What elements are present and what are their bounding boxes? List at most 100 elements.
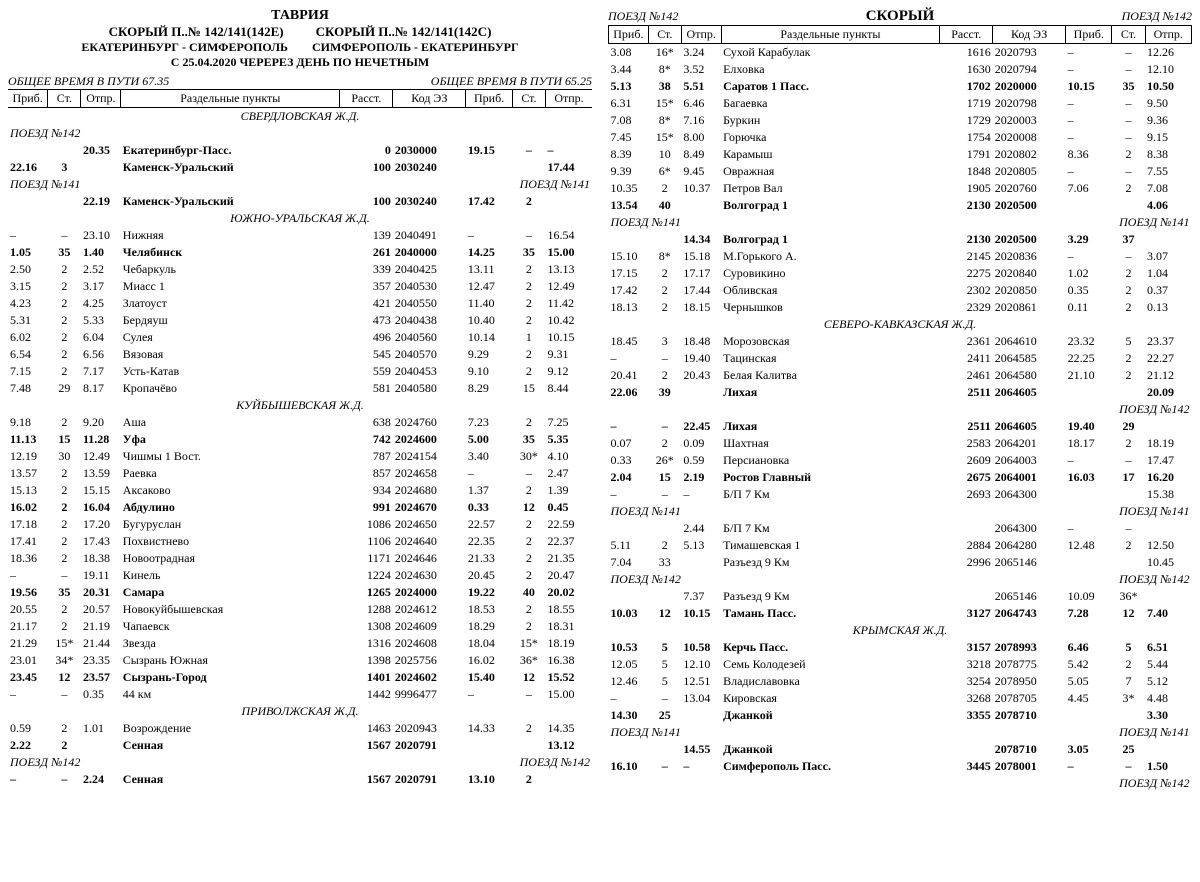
cell-rast: 742: [340, 431, 393, 448]
schedule-row: 3.448*3.52Елховка16302020794––12.10: [609, 61, 1192, 78]
cell-otpr: [681, 197, 721, 214]
schedule-row: –––Б/П 7 Км2693206430015.38: [609, 486, 1192, 503]
col-prib2: Приб.: [466, 90, 512, 108]
schedule-period: С 25.04.2020 ЧЕРЕРЕЗ ДЕНЬ ПО НЕЧЕТНЫМ: [8, 55, 592, 70]
train-label-right: ПОЕЗД №142: [1066, 775, 1192, 792]
cell-st2: [512, 159, 545, 176]
cell-st: –: [648, 690, 681, 707]
col-rast: Расст.: [940, 26, 993, 44]
cell-prib: 9.18: [8, 414, 48, 431]
col-st: Ст.: [48, 90, 81, 108]
col-code: Код ЭЗ: [993, 26, 1066, 44]
cell-name: Персиановка: [721, 452, 940, 469]
right-header-center: СКОРЫЙ: [866, 8, 935, 25]
cell-st2: –: [512, 227, 545, 244]
schedule-row: 0.3326*0.59Персиановка26092064003––17.47: [609, 452, 1192, 469]
cell-code: 2040425: [393, 261, 466, 278]
cell-st2: –: [1112, 95, 1145, 112]
cell-code: 2030240: [393, 193, 466, 210]
cell-otpr: 2.24: [81, 771, 121, 788]
train-number-row: ПОЕЗД №142: [609, 775, 1192, 792]
cell-otpr2: 9.50: [1145, 95, 1191, 112]
cell-prib2: –: [466, 227, 512, 244]
cell-otpr2: 4.06: [1145, 197, 1191, 214]
cell-otpr2: 22.59: [546, 516, 593, 533]
cell-otpr2: 11.42: [546, 295, 593, 312]
cell-code: 2024000: [393, 584, 466, 601]
cell-prib: 20.55: [8, 601, 48, 618]
cell-name: 44 км: [121, 686, 340, 703]
cell-name: Буркин: [721, 112, 940, 129]
cell-otpr: 17.43: [81, 533, 121, 550]
train-label-right: ПОЕЗД №142: [466, 754, 592, 771]
cell-otpr2: 8.38: [1145, 146, 1191, 163]
cell-otpr: 10.15: [681, 605, 721, 622]
cell-rast: 421: [340, 295, 393, 312]
cell-st: 38: [648, 78, 681, 95]
cell-rast: 1442: [340, 686, 393, 703]
train-label-right: ПОЕЗД №142: [1066, 571, 1192, 588]
cell-prib: 2.50: [8, 261, 48, 278]
cell-st2: –: [1112, 61, 1145, 78]
cell-prib2: –: [1066, 112, 1112, 129]
cell-code: 2064605: [993, 418, 1066, 435]
cell-code: 2040560: [393, 329, 466, 346]
cell-prib2: 21.10: [1066, 367, 1112, 384]
cell-st2: 40: [512, 584, 545, 601]
cell-prib: 17.41: [8, 533, 48, 550]
cell-otpr2: 13.13: [546, 261, 593, 278]
cell-name: Овражная: [721, 163, 940, 180]
train-label-left: [609, 401, 722, 418]
col-st2: Ст.: [1112, 26, 1145, 44]
cell-code: 2064300: [993, 486, 1066, 503]
cell-prib: [609, 520, 649, 537]
cell-otpr: 7.17: [81, 363, 121, 380]
cell-st2: 2: [512, 482, 545, 499]
cell-st: 5: [648, 656, 681, 673]
cell-prib: –: [8, 567, 48, 584]
cell-otpr2: 10.15: [546, 329, 593, 346]
schedule-row: 11.131511.28Уфа74220246005.00355.35: [8, 431, 592, 448]
region-row: КРЫМСКАЯ Ж.Д.: [609, 622, 1192, 639]
cell-st2: 2: [1112, 656, 1145, 673]
cell-rast: 2411: [940, 350, 993, 367]
cell-prib2: 3.29: [1066, 231, 1112, 248]
cell-otpr: 19.11: [81, 567, 121, 584]
cell-st2: 2: [512, 567, 545, 584]
schedule-row: 4.2324.25Златоуст421204055011.40211.42: [8, 295, 592, 312]
train-number-row: ПОЕЗД №142: [609, 401, 1192, 418]
cell-otpr: 14.34: [681, 231, 721, 248]
cell-name: М.Горького А.: [721, 248, 940, 265]
cell-name: Чернышков: [721, 299, 940, 316]
cell-prib: 18.36: [8, 550, 48, 567]
cell-otpr: 17.44: [681, 282, 721, 299]
cell-prib2: 16.03: [1066, 469, 1112, 486]
cell-otpr2: 0.45: [546, 499, 593, 516]
cell-otpr2: 12.26: [1145, 44, 1191, 62]
cell-prib: 7.48: [8, 380, 48, 397]
right-header: ПОЕЗД №142 СКОРЫЙ ПОЕЗД №142: [608, 8, 1192, 25]
schedule-row: 2.44Б/П 7 Км2064300––: [609, 520, 1192, 537]
cell-prib: [609, 588, 649, 605]
cell-otpr: 21.19: [81, 618, 121, 635]
cell-prib2: –: [466, 465, 512, 482]
col-otpr2: Отпр.: [546, 90, 593, 108]
cell-st: –: [48, 567, 81, 584]
cell-prib: 9.39: [609, 163, 649, 180]
cell-st: 35: [48, 244, 81, 261]
right-route: СИМФЕРОПОЛЬ - ЕКАТЕРИНБУРГ: [312, 40, 519, 55]
cell-st2: 12: [1112, 605, 1145, 622]
cell-otpr2: 18.55: [546, 601, 593, 618]
cell-name: Самара: [121, 584, 340, 601]
cell-rast: 1754: [940, 129, 993, 146]
cell-st: 26*: [648, 452, 681, 469]
cell-prib: –: [8, 227, 48, 244]
cell-st2: 35: [1112, 78, 1145, 95]
cell-code: 2020798: [993, 95, 1066, 112]
right-train-number: СКОРЫЙ П..№ 142/141(142С): [316, 24, 492, 40]
cell-st: [648, 520, 681, 537]
cell-code: 2064605: [993, 384, 1066, 401]
cell-st2: 2: [512, 278, 545, 295]
cell-otpr2: 22.27: [1145, 350, 1191, 367]
cell-prib: 8.39: [609, 146, 649, 163]
